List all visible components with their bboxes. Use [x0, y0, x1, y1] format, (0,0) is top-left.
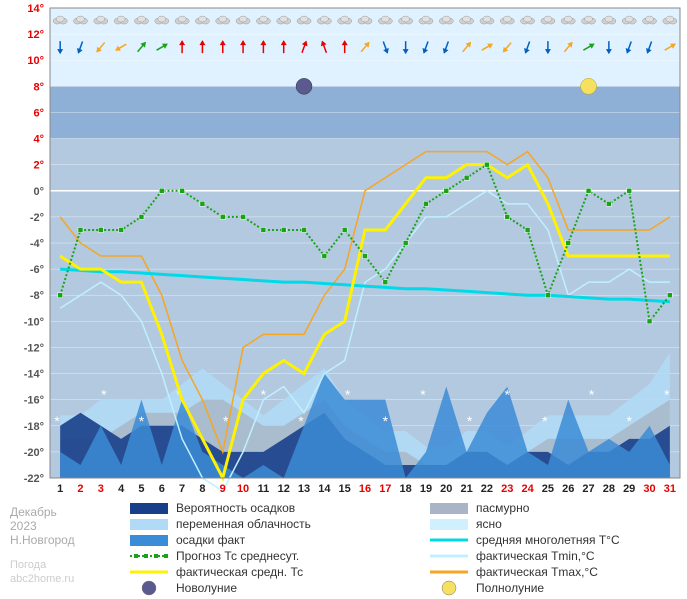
svg-text:25: 25 [542, 483, 554, 495]
svg-text:9: 9 [220, 483, 226, 495]
svg-text:12: 12 [278, 483, 290, 495]
svg-text:22: 22 [481, 483, 493, 495]
svg-text:2023: 2023 [10, 519, 37, 533]
svg-text:-2°: -2° [30, 212, 44, 224]
svg-text:фактическая средн. Тс: фактическая средн. Тс [176, 565, 303, 579]
svg-text:27: 27 [582, 483, 594, 495]
svg-text:-6°: -6° [30, 264, 44, 276]
svg-text:Н.Новгород: Н.Новгород [10, 533, 75, 547]
svg-text:Прогноз Тс среднесут.: Прогноз Тс среднесут. [176, 549, 299, 563]
svg-text:Полнолуние: Полнолуние [476, 581, 544, 595]
svg-text:7: 7 [179, 483, 185, 495]
svg-text:23: 23 [501, 483, 513, 495]
svg-text:средняя многолетняя Т°С: средняя многолетняя Т°С [476, 533, 620, 547]
svg-text:19: 19 [420, 483, 432, 495]
svg-text:*: * [626, 413, 632, 429]
svg-text:Погода: Погода [10, 559, 47, 571]
svg-text:переменная облачность: переменная облачность [176, 517, 311, 531]
svg-text:20: 20 [440, 483, 452, 495]
svg-text:8: 8 [199, 483, 205, 495]
svg-text:5: 5 [138, 483, 144, 495]
weather-chart: -22° -20° -18° -16° -14° -12° -10° -8° -6° -4° -2°… [0, 0, 687, 599]
svg-text:-8°: -8° [30, 290, 44, 302]
svg-text:фактическая Tmin,°С: фактическая Tmin,°С [476, 549, 595, 563]
svg-text:-16°: -16° [24, 395, 44, 407]
svg-text:0°: 0° [33, 186, 44, 198]
svg-text:14°: 14° [27, 3, 44, 15]
svg-text:-18°: -18° [24, 421, 44, 433]
svg-text:*: * [467, 413, 473, 429]
chart-svg: -22° -20° -18° -16° -14° -12° -10° -8° -6° -4° -2°… [0, 0, 687, 599]
svg-text:11: 11 [258, 483, 270, 495]
svg-text:2°: 2° [33, 160, 44, 172]
svg-text:14: 14 [318, 483, 331, 495]
svg-text:Новолуние: Новолуние [176, 581, 237, 595]
svg-text:*: * [101, 387, 107, 403]
svg-text:-4°: -4° [30, 238, 44, 250]
svg-text:*: * [589, 387, 595, 403]
svg-text:13: 13 [298, 483, 310, 495]
svg-text:Декабрь: Декабрь [10, 505, 57, 519]
svg-text:*: * [420, 387, 426, 403]
svg-text:*: * [54, 413, 60, 429]
svg-text:6°: 6° [33, 107, 44, 119]
svg-text:10: 10 [237, 483, 249, 495]
svg-text:3: 3 [98, 483, 104, 495]
svg-text:фактическая Tmax,°С: фактическая Tmax,°С [476, 565, 598, 579]
svg-text:-20°: -20° [24, 447, 44, 459]
svg-text:12°: 12° [27, 29, 44, 41]
svg-text:10°: 10° [27, 55, 44, 67]
svg-text:Вероятность осадков: Вероятность осадков [176, 501, 295, 515]
svg-text:31: 31 [664, 483, 676, 495]
svg-text:осадки факт: осадки факт [176, 533, 246, 547]
svg-text:24: 24 [521, 483, 534, 495]
svg-text:28: 28 [603, 483, 615, 495]
svg-text:8°: 8° [33, 81, 44, 93]
svg-text:1: 1 [57, 483, 63, 495]
svg-text:29: 29 [623, 483, 635, 495]
svg-text:4: 4 [118, 483, 125, 495]
svg-text:4°: 4° [33, 134, 44, 146]
svg-text:-10°: -10° [24, 316, 44, 328]
svg-text:16: 16 [359, 483, 371, 495]
svg-text:*: * [298, 413, 304, 429]
svg-text:*: * [139, 413, 145, 429]
svg-text:21: 21 [460, 483, 472, 495]
svg-text:*: * [542, 413, 548, 429]
svg-text:пасмурно: пасмурно [476, 501, 530, 515]
svg-text:-12°: -12° [24, 342, 44, 354]
svg-text:-14°: -14° [24, 369, 44, 381]
svg-text:17: 17 [379, 483, 391, 495]
svg-text:*: * [345, 387, 351, 403]
svg-text:2: 2 [77, 483, 83, 495]
svg-text:-22°: -22° [24, 473, 44, 485]
svg-text:*: * [383, 413, 389, 429]
svg-text:*: * [664, 387, 670, 403]
svg-text:*: * [505, 387, 511, 403]
svg-text:26: 26 [562, 483, 574, 495]
svg-text:6: 6 [159, 483, 165, 495]
svg-text:18: 18 [400, 483, 412, 495]
svg-text:15: 15 [339, 483, 351, 495]
svg-text:ясно: ясно [476, 517, 502, 531]
svg-text:abc2home.ru: abc2home.ru [10, 573, 74, 585]
svg-text:30: 30 [643, 483, 655, 495]
